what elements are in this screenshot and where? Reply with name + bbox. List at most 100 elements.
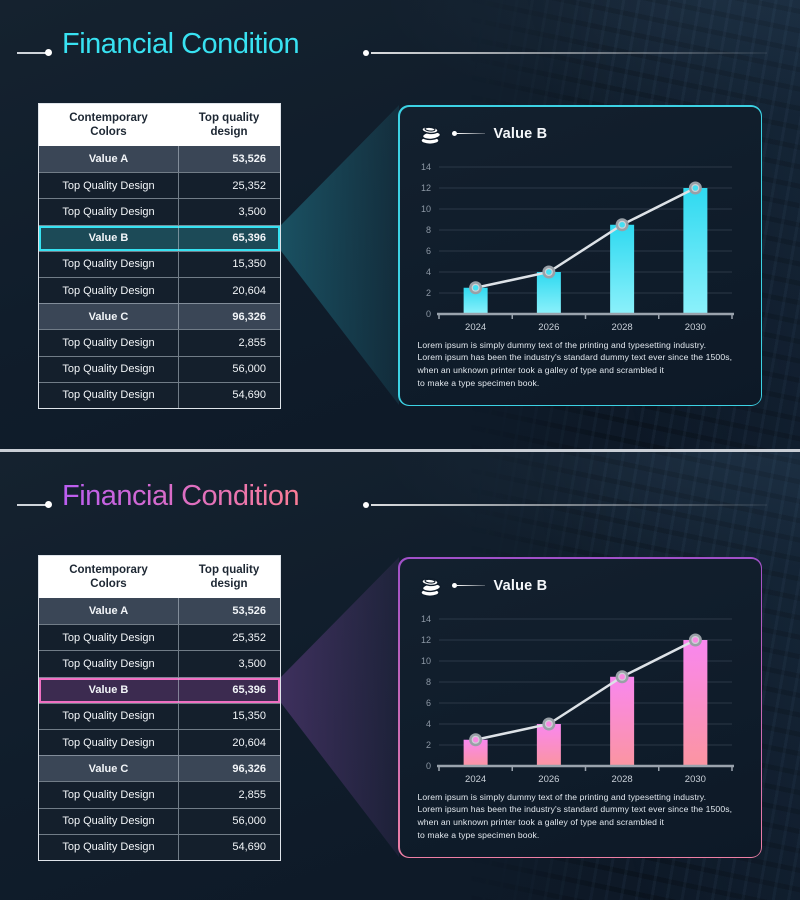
svg-text:0: 0 [425,761,430,771]
table-row: Top Quality Design 56,000 [39,807,280,834]
page-title: Financial Condition [62,28,300,60]
slide-financial-condition-cyan: Financial Condition Contemporary Colors … [0,0,800,449]
row-value: 15,350 [178,251,280,277]
column-header-values: Top quality design [198,563,260,590]
column-header-values: Top quality design [198,111,260,138]
row-value: 65,396 [178,225,280,251]
legend-connector-line [456,584,485,587]
column-header-labels: Contemporary Colors [69,563,148,590]
row-label: Top Quality Design [62,258,155,271]
svg-text:4: 4 [425,267,430,277]
svg-text:2024: 2024 [465,322,486,333]
value-b-chart: 0 2 4 6 8 10 12 14 2024 2026 2028 2030 [420,614,734,785]
row-label: Top Quality Design [62,336,155,349]
title-connector-dot-right [363,50,369,56]
svg-text:14: 14 [420,614,430,624]
svg-text:8: 8 [425,225,430,235]
row-label: Top Quality Design [62,815,155,828]
chart-legend: Value B [418,573,548,599]
chart-panel-inner: Value B 0 2 4 6 8 10 12 14 2024 2026 2028 2030 Lore… [399,106,761,405]
table-row: Value C 96,326 [39,303,280,330]
table-row: Top Quality Design 20,604 [39,728,280,756]
row-value: 54,690 [178,382,280,408]
legend-label: Value B [493,577,548,594]
table-body: Value A 53,526 Top Quality Design 25,352 Top… [39,598,280,860]
title-connector-line-left [17,52,46,54]
row-label: Top Quality Design [62,657,155,670]
value-b-chart: 0 2 4 6 8 10 12 14 2024 2026 2028 2030 [420,162,734,333]
svg-text:6: 6 [425,698,430,708]
table-row: Top Quality Design 25,352 [39,172,280,199]
chart-panel: Value B 0 2 4 6 8 10 12 14 2024 2026 2028 2030 Lore… [398,557,762,858]
row-label: Top Quality Design [62,179,155,192]
row-value: 2,855 [178,330,280,356]
table-row: Top Quality Design 3,500 [39,198,280,225]
svg-text:6: 6 [425,246,430,256]
table-row: Top Quality Design 56,000 [39,355,280,382]
row-label: Value A [88,605,129,618]
row-value: 53,526 [178,146,280,173]
svg-text:0: 0 [425,309,430,319]
legend-label: Value B [493,125,548,142]
chart-legend: Value B [418,121,548,147]
svg-text:2: 2 [425,288,430,298]
row-value: 54,690 [178,834,280,860]
row-label: Top Quality Design [62,363,155,376]
table-row: Value A 53,526 [39,146,280,173]
row-label: Top Quality Design [62,710,155,723]
chart-description: Lorem ipsum is simply dummy text of the … [417,791,733,840]
title-connector-dot-left [45,49,52,56]
row-label: Top Quality Design [62,841,155,854]
svg-text:12: 12 [420,183,430,193]
table-row: Top Quality Design 54,690 [39,833,280,860]
legend-connector-dot [451,583,457,588]
table-row: Value B 65,396 [39,676,280,703]
svg-text:2026: 2026 [538,322,559,333]
financial-table: Contemporary Colors Top quality design V… [38,555,281,861]
row-value: 3,500 [178,199,280,225]
svg-text:8: 8 [425,677,430,687]
row-value: 56,000 [178,356,280,382]
coins-icon [419,125,441,145]
title-connector-line-left [17,504,46,506]
row-label: Top Quality Design [62,736,155,749]
row-value: 20,604 [178,277,280,304]
table-row: Top Quality Design 54,690 [39,381,280,408]
row-value: 15,350 [178,703,280,729]
svg-text:14: 14 [420,162,430,172]
svg-text:2030: 2030 [684,774,705,785]
row-label: Value C [88,310,129,323]
table-row: Top Quality Design 20,604 [39,276,280,304]
table-body: Value A 53,526 Top Quality Design 25,352 Top… [39,146,280,408]
row-value: 3,500 [178,651,280,677]
row-value: 25,352 [178,625,280,651]
legend-connector-line [456,132,485,135]
page-title: Financial Condition [62,480,300,512]
coins-icon [419,577,441,597]
table-row: Top Quality Design 2,855 [39,781,280,808]
title-row: Financial Condition [0,28,800,72]
legend-connector [451,131,485,136]
svg-text:12: 12 [420,635,430,645]
highlight-beam [281,105,399,405]
svg-text:10: 10 [420,656,430,666]
svg-text:4: 4 [425,719,430,729]
row-label: Top Quality Design [62,631,155,644]
svg-text:2024: 2024 [465,774,486,785]
table-row: Value C 96,326 [39,755,280,782]
title-connector-dot-left [45,501,52,508]
slide-divider [0,449,800,452]
row-label: Top Quality Design [62,389,155,402]
svg-text:2028: 2028 [611,774,632,785]
legend-connector [451,583,485,588]
legend-connector-dot [451,131,457,136]
row-value: 65,396 [178,677,280,703]
row-value: 56,000 [178,808,280,834]
svg-text:2: 2 [425,740,430,750]
row-label: Top Quality Design [62,284,155,297]
table-row: Top Quality Design 15,350 [39,250,280,277]
table-row: Value A 53,526 [39,598,280,625]
row-value: 53,526 [178,598,280,625]
row-label: Value C [88,762,129,775]
title-row: Financial Condition [0,480,800,524]
